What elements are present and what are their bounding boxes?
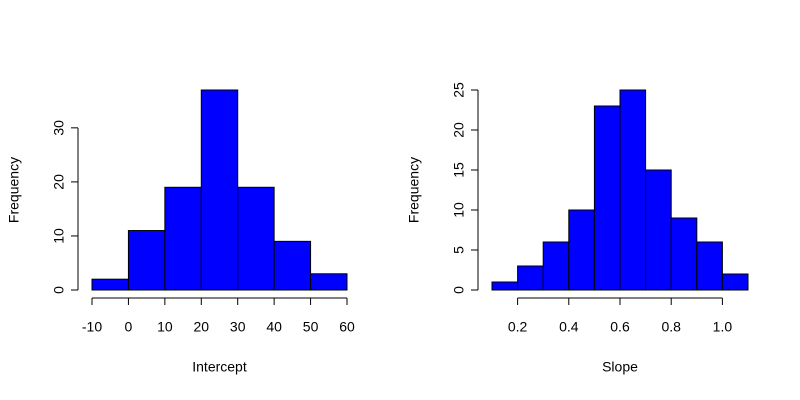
x-tick-label: 40	[266, 319, 282, 335]
bar	[568, 209, 595, 291]
y-tick-label: 30	[51, 120, 67, 136]
bar	[619, 89, 647, 291]
bar	[593, 105, 621, 291]
y-axis-label: Frequency	[406, 157, 422, 223]
bar	[491, 281, 519, 291]
bar	[670, 217, 698, 291]
bar	[542, 241, 570, 291]
bar	[645, 169, 672, 291]
x-tick-label: 0.2	[508, 319, 528, 335]
bar	[273, 240, 312, 291]
x-tick-label: 10	[157, 319, 173, 335]
x-tick-label: 60	[339, 319, 355, 335]
x-tick-label: 20	[193, 319, 209, 335]
bar	[164, 186, 202, 291]
y-tick-label: 5	[451, 246, 467, 254]
bar	[200, 89, 239, 291]
bar	[517, 265, 544, 291]
x-tick-label: 1.0	[713, 319, 733, 335]
bar	[696, 241, 723, 291]
x-axis-label: Intercept	[192, 359, 247, 375]
x-tick-label: 0.6	[610, 319, 630, 335]
bar	[310, 273, 348, 291]
y-tick-label: 25	[451, 82, 467, 98]
x-tick-label: 50	[303, 319, 319, 335]
bar	[127, 230, 166, 291]
y-tick-label: 0	[51, 286, 67, 294]
x-tick-label: 0	[125, 319, 133, 335]
x-tick-label: 0.4	[559, 319, 579, 335]
x-axis-label: Slope	[602, 359, 638, 375]
y-tick-label: 15	[451, 162, 467, 178]
bar	[721, 273, 749, 291]
y-tick-label: 10	[51, 228, 67, 244]
y-axis-label: Frequency	[6, 157, 22, 223]
x-tick-label: -10	[82, 319, 102, 335]
y-tick-label: 10	[451, 202, 467, 218]
y-tick-label: 20	[451, 122, 467, 138]
x-tick-label: 30	[230, 319, 246, 335]
y-tick-label: 20	[51, 174, 67, 190]
bar	[237, 186, 275, 291]
y-tick-label: 0	[451, 286, 467, 294]
bar	[91, 278, 129, 291]
x-tick-label: 0.8	[661, 319, 681, 335]
